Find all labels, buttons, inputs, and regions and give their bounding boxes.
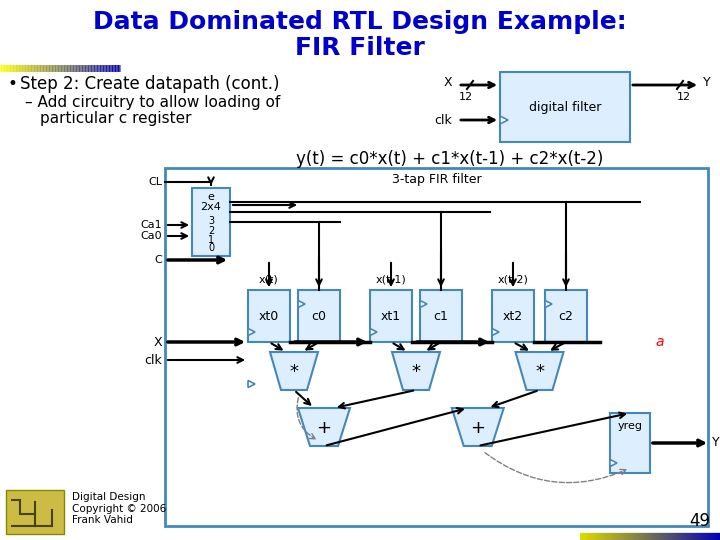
Text: Y: Y bbox=[703, 77, 711, 90]
Text: yreg: yreg bbox=[618, 421, 642, 431]
Text: xt0: xt0 bbox=[259, 309, 279, 322]
FancyBboxPatch shape bbox=[492, 290, 534, 342]
Polygon shape bbox=[500, 116, 508, 124]
Text: c0: c0 bbox=[312, 309, 326, 322]
Text: 2: 2 bbox=[208, 226, 214, 236]
FancyBboxPatch shape bbox=[545, 290, 587, 342]
Text: X: X bbox=[153, 335, 162, 348]
FancyBboxPatch shape bbox=[500, 72, 630, 142]
FancyBboxPatch shape bbox=[6, 490, 64, 534]
Text: e: e bbox=[207, 192, 215, 202]
Text: *: * bbox=[289, 363, 299, 381]
Polygon shape bbox=[420, 300, 427, 307]
FancyBboxPatch shape bbox=[420, 290, 462, 342]
Text: 49: 49 bbox=[689, 512, 710, 530]
Polygon shape bbox=[392, 352, 440, 390]
Text: c1: c1 bbox=[433, 309, 449, 322]
Text: x(t): x(t) bbox=[259, 275, 279, 285]
Polygon shape bbox=[610, 460, 617, 467]
Text: x(t-1): x(t-1) bbox=[376, 275, 406, 285]
Text: Ca0: Ca0 bbox=[140, 231, 162, 241]
Text: c2: c2 bbox=[559, 309, 573, 322]
Text: clk: clk bbox=[434, 113, 452, 126]
Text: particular c register: particular c register bbox=[40, 111, 192, 126]
Polygon shape bbox=[248, 328, 255, 335]
Text: xt1: xt1 bbox=[381, 309, 401, 322]
Text: 0: 0 bbox=[208, 243, 214, 253]
Polygon shape bbox=[370, 328, 377, 335]
Polygon shape bbox=[545, 300, 552, 307]
Text: xt2: xt2 bbox=[503, 309, 523, 322]
FancyBboxPatch shape bbox=[370, 290, 412, 342]
Text: 2x4: 2x4 bbox=[201, 202, 222, 212]
Text: a: a bbox=[656, 335, 665, 349]
Text: 3: 3 bbox=[208, 216, 214, 226]
FancyBboxPatch shape bbox=[610, 413, 650, 473]
Polygon shape bbox=[516, 352, 564, 390]
Text: 12: 12 bbox=[459, 92, 473, 102]
Text: Data Dominated RTL Design Example:: Data Dominated RTL Design Example: bbox=[93, 10, 627, 34]
Text: Digital Design
Copyright © 2006
Frank Vahid: Digital Design Copyright © 2006 Frank Va… bbox=[72, 492, 166, 525]
Text: FIR Filter: FIR Filter bbox=[295, 36, 425, 60]
Polygon shape bbox=[248, 381, 255, 388]
Text: 1: 1 bbox=[208, 235, 214, 245]
Text: – Add circuitry to allow loading of: – Add circuitry to allow loading of bbox=[25, 95, 280, 110]
Polygon shape bbox=[492, 328, 499, 335]
Text: CL: CL bbox=[148, 177, 162, 187]
Text: Ca1: Ca1 bbox=[140, 220, 162, 230]
Text: 3-tap FIR filter: 3-tap FIR filter bbox=[392, 173, 481, 186]
FancyBboxPatch shape bbox=[298, 290, 340, 342]
Text: Step 2: Create datapath (cont.): Step 2: Create datapath (cont.) bbox=[20, 75, 279, 93]
Text: x(t-2): x(t-2) bbox=[498, 275, 528, 285]
Polygon shape bbox=[298, 300, 305, 307]
Text: Y: Y bbox=[712, 436, 719, 449]
Polygon shape bbox=[270, 352, 318, 390]
Text: 12: 12 bbox=[677, 92, 691, 102]
Text: y(t) = c0*x(t) + c1*x(t-1) + c2*x(t-2): y(t) = c0*x(t) + c1*x(t-1) + c2*x(t-2) bbox=[297, 150, 603, 168]
FancyBboxPatch shape bbox=[165, 168, 708, 526]
Polygon shape bbox=[451, 408, 504, 446]
Text: +: + bbox=[317, 419, 331, 437]
Text: digital filter: digital filter bbox=[528, 100, 601, 113]
Text: *: * bbox=[412, 363, 420, 381]
Text: +: + bbox=[470, 419, 485, 437]
Text: *: * bbox=[535, 363, 544, 381]
Text: clk: clk bbox=[144, 354, 162, 367]
FancyBboxPatch shape bbox=[192, 188, 230, 256]
Text: •: • bbox=[8, 75, 18, 93]
FancyBboxPatch shape bbox=[248, 290, 290, 342]
Text: C: C bbox=[154, 255, 162, 265]
Text: X: X bbox=[444, 77, 452, 90]
Polygon shape bbox=[298, 408, 350, 446]
